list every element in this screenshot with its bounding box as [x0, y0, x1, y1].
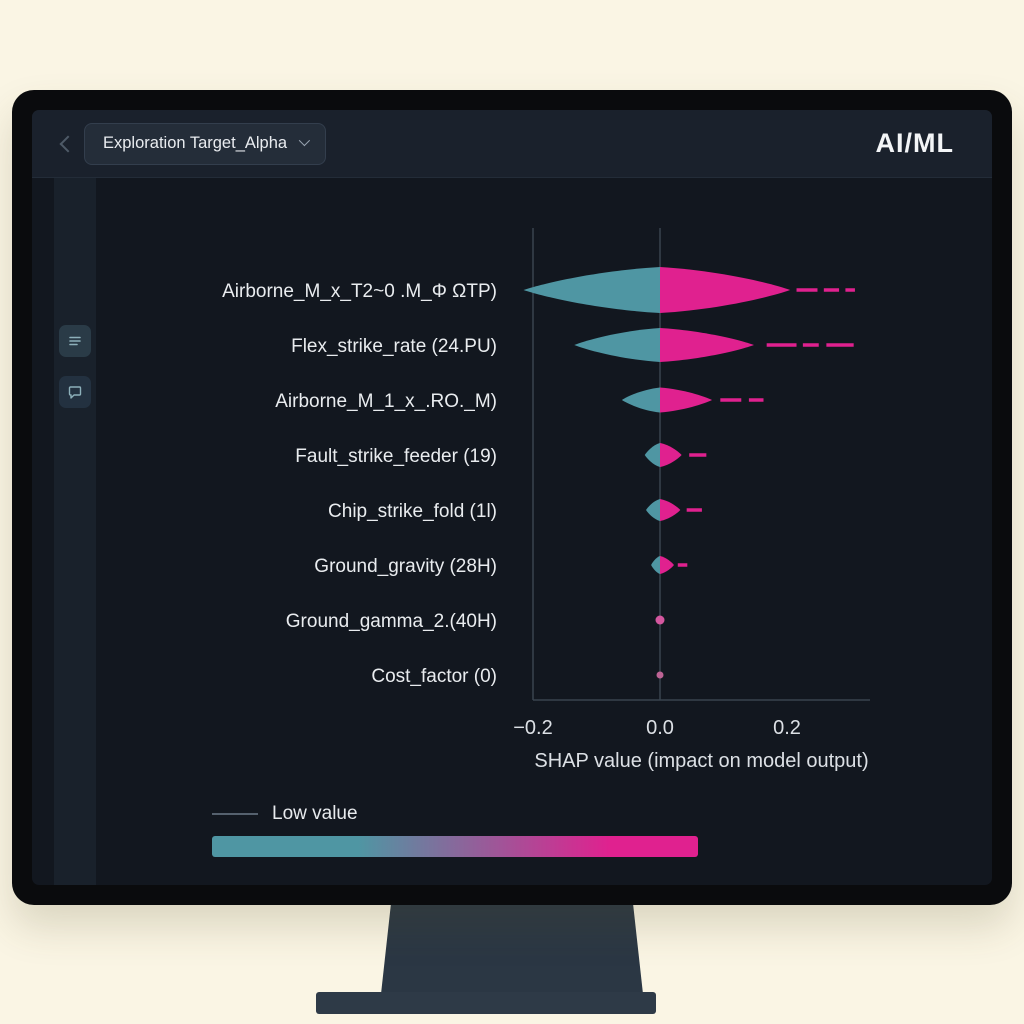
data-point-dot — [655, 615, 665, 625]
chevron-down-icon — [298, 134, 311, 147]
feature-label: Fault_strike_feeder (19) — [295, 446, 497, 467]
monitor-stand-neck — [381, 899, 643, 994]
feature-label: Airborne_M_x_T2~0 .M_Φ ΩTP) — [222, 281, 497, 302]
feature-label: Chip_strike_fold (1l) — [328, 501, 497, 522]
violin-high-half — [660, 387, 713, 413]
sidebar-menu-button[interactable] — [59, 325, 91, 357]
target-dropdown[interactable]: Exploration Target_Alpha — [84, 122, 327, 165]
violin-high-half — [660, 556, 674, 574]
legend: Low value — [212, 803, 358, 825]
feature-label: Flex_strike_rate (24.PU) — [291, 336, 497, 357]
violin-low-half — [646, 499, 660, 521]
x-tick-label: −0.2 — [513, 717, 552, 739]
violin-low-half — [644, 443, 660, 467]
menu-icon — [69, 336, 81, 346]
violin-low-half — [621, 387, 660, 413]
x-axis-label: SHAP value (impact on model output) — [534, 750, 868, 772]
legend-gradient-bar — [212, 836, 698, 857]
chat-icon — [68, 386, 82, 399]
data-point-dot — [656, 671, 664, 679]
topbar: Exploration Target_Alpha AI/ML — [32, 110, 992, 178]
shap-summary-plot: Airborne_M_x_T2~0 .M_Φ ΩTP) Flex_strike_r… — [222, 228, 870, 772]
legend-line-icon — [212, 813, 258, 815]
app-title: AI/ML — [875, 128, 954, 158]
x-tick-label: 0.0 — [646, 717, 674, 739]
violin-low-half — [523, 267, 660, 313]
legend-low-label: Low value — [272, 803, 358, 824]
x-tick-label: 0.2 — [773, 717, 801, 739]
monitor-bezel: Exploration Target_Alpha AI/ML Airborne_… — [12, 90, 1012, 905]
sidebar — [54, 178, 96, 885]
feature-label: Ground_gamma_2.(40H) — [286, 611, 497, 632]
app-screen: Exploration Target_Alpha AI/ML Airborne_… — [32, 110, 992, 885]
violin-low-half — [574, 328, 660, 362]
violin-high-half — [660, 328, 754, 362]
feature-label: Cost_factor (0) — [371, 666, 497, 687]
violin-high-half — [660, 443, 682, 467]
monitor-stand-base — [316, 992, 656, 1014]
feature-label: Airborne_M_1_x_.RO._M) — [275, 391, 497, 412]
violin-high-half — [660, 267, 791, 313]
violin-high-half — [660, 499, 681, 521]
feature-label: Ground_gravity (28H) — [314, 556, 497, 577]
target-dropdown-label: Exploration Target_Alpha — [103, 134, 288, 152]
violin-low-half — [651, 556, 660, 574]
sidebar-chat-button[interactable] — [59, 376, 91, 408]
back-icon[interactable] — [59, 135, 77, 152]
